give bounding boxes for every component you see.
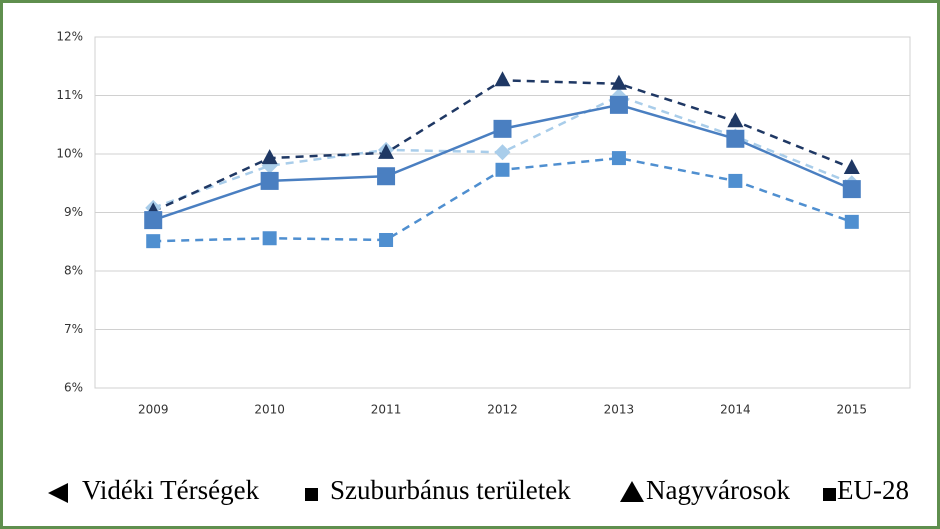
x-tick-label: 2010	[254, 403, 285, 417]
y-tick-label: 8%	[64, 264, 83, 278]
y-tick-label: 7%	[64, 322, 83, 336]
marker	[262, 231, 277, 246]
y-tick-label: 10%	[56, 147, 83, 161]
marker	[844, 214, 859, 229]
legend-icon	[823, 488, 836, 501]
marker	[261, 149, 278, 165]
x-tick-label: 2011	[371, 403, 402, 417]
marker	[146, 234, 161, 249]
x-tick-label: 2012	[487, 403, 518, 417]
marker	[609, 95, 628, 114]
marker	[494, 71, 511, 87]
marker	[495, 162, 510, 177]
x-tick-label: 2015	[837, 403, 868, 417]
marker	[610, 74, 627, 90]
marker	[611, 151, 626, 166]
legend-icon	[620, 481, 644, 502]
y-tick-label: 11%	[56, 88, 83, 102]
y-tick-label: 12%	[56, 30, 83, 44]
x-tick-label: 2013	[604, 403, 635, 417]
marker	[377, 167, 396, 186]
marker	[728, 173, 743, 188]
legend-label: Nagyvárosok	[646, 475, 790, 505]
marker	[843, 159, 860, 175]
x-tick-label: 2014	[720, 403, 751, 417]
legend-label: Vidéki Térségek	[82, 475, 260, 505]
marker	[842, 180, 861, 199]
marker	[726, 129, 745, 148]
marker	[493, 119, 512, 138]
legend-icon	[48, 483, 68, 503]
y-tick-label: 6%	[64, 381, 83, 395]
y-tick-label: 9%	[64, 205, 83, 219]
marker	[494, 144, 511, 161]
legend-icon	[305, 488, 318, 501]
legend-label: EU-28	[837, 475, 909, 505]
x-tick-label: 2009	[138, 403, 169, 417]
marker	[727, 112, 744, 128]
marker	[144, 211, 163, 230]
marker	[379, 232, 394, 247]
marker	[260, 171, 279, 190]
legend-label: Szuburbánus területek	[330, 475, 571, 505]
marker	[378, 143, 395, 159]
